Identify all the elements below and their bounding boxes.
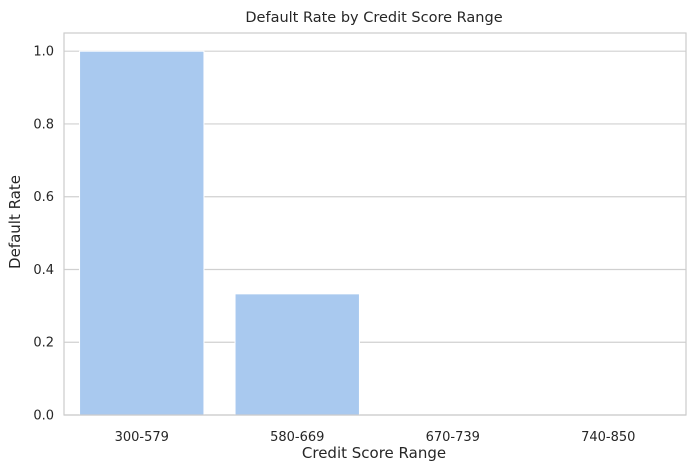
x-tick-label: 670-739 (426, 430, 480, 445)
y-tick-label: 0.8 (33, 117, 54, 132)
x-tick-labels: 300-579 580-669 670-739 740-850 (115, 430, 636, 445)
y-tick-label: 0.0 (33, 409, 54, 424)
y-tick-label: 1.0 (33, 45, 54, 60)
x-tick-label: 740-850 (581, 430, 635, 445)
chart-title: Default Rate by Credit Score Range (245, 10, 502, 26)
x-tick-label: 300-579 (115, 430, 169, 445)
y-tick-label: 0.4 (33, 263, 54, 278)
x-axis-label: Credit Score Range (302, 444, 446, 462)
plot-frame (63, 32, 687, 416)
bar-300-579 (79, 50, 205, 416)
x-tick-label: 580-669 (270, 430, 324, 445)
y-axis-label: Default Rate (6, 175, 24, 269)
y-tick-label: 0.2 (33, 336, 54, 351)
bar-580-669 (234, 293, 360, 416)
bars (79, 50, 360, 416)
y-tick-labels: 0.0 0.2 0.4 0.6 0.8 1.0 (33, 45, 54, 424)
y-tick-label: 0.6 (33, 190, 54, 205)
